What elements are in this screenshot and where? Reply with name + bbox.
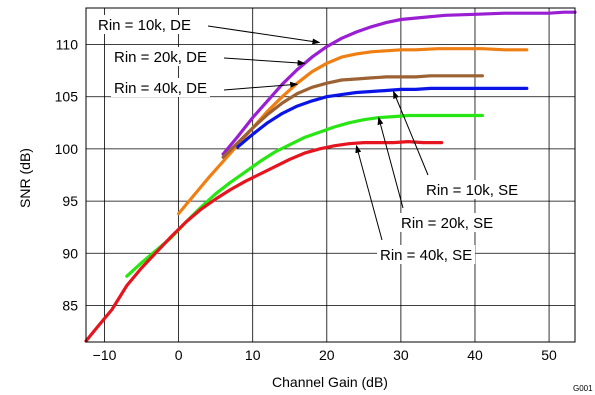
annotation-arrow: [223, 57, 306, 66]
y-tick-label: 95: [62, 193, 78, 209]
annotation-label: Rin = 40k, DE: [114, 80, 207, 97]
x-tick-label: −10: [93, 347, 117, 363]
annotation-arrow: [355, 144, 383, 241]
y-tick-label: 85: [62, 297, 78, 313]
series-line: [221, 10, 577, 156]
plot-border: [85, 7, 576, 343]
series-line: [84, 140, 444, 343]
series-line: [236, 86, 529, 149]
x-tick-label: 40: [467, 347, 483, 363]
annotation-label: Rin = 10k, DE: [98, 17, 191, 34]
annotation-bg: [111, 47, 210, 66]
annotation-arrow: [377, 116, 404, 209]
annotation-label: Rin = 40k, SE: [380, 247, 472, 264]
annotation-arrow: [223, 81, 299, 91]
annotation-bg: [423, 180, 522, 199]
annotation-arrow: [207, 25, 321, 45]
annotation-label: Rin = 20k, SE: [401, 215, 493, 232]
plot-frame: [85, 7, 576, 343]
x-tick-label: 10: [245, 347, 261, 363]
y-tick-label: 90: [62, 245, 78, 261]
series-line: [221, 74, 484, 159]
series-line: [177, 47, 529, 216]
x-tick-label: 0: [175, 347, 183, 363]
y-axis-label: SNR (dB): [17, 148, 33, 208]
annotations: Rin = 10k, DE Rin = 20k, DE Rin = 40k, DE R…: [95, 15, 522, 264]
x-axis-label: Channel Gain (dB): [272, 374, 388, 390]
annotation-arrow: [393, 90, 429, 176]
annotation-bg: [95, 15, 194, 34]
annotation-label: Rin = 20k, DE: [114, 49, 207, 66]
figure-id: G001: [573, 384, 593, 393]
annotation-label: Rin = 10k, SE: [426, 182, 518, 199]
y-tick-label: 100: [55, 141, 79, 157]
series-lines: [84, 10, 577, 343]
x-tick-label: 50: [541, 347, 557, 363]
y-tick-label: 105: [55, 89, 79, 105]
x-tick-label: 30: [393, 347, 409, 363]
annotation-bg: [111, 78, 210, 97]
tick-labels: −10 0 10 20 30 40 50 85 90 95 100 105 110: [55, 37, 557, 363]
x-tick-label: 20: [319, 347, 335, 363]
annotation-bg: [377, 245, 476, 264]
y-tick-label: 110: [56, 37, 79, 53]
grid: [86, 8, 575, 342]
annotation-bg: [398, 213, 497, 232]
